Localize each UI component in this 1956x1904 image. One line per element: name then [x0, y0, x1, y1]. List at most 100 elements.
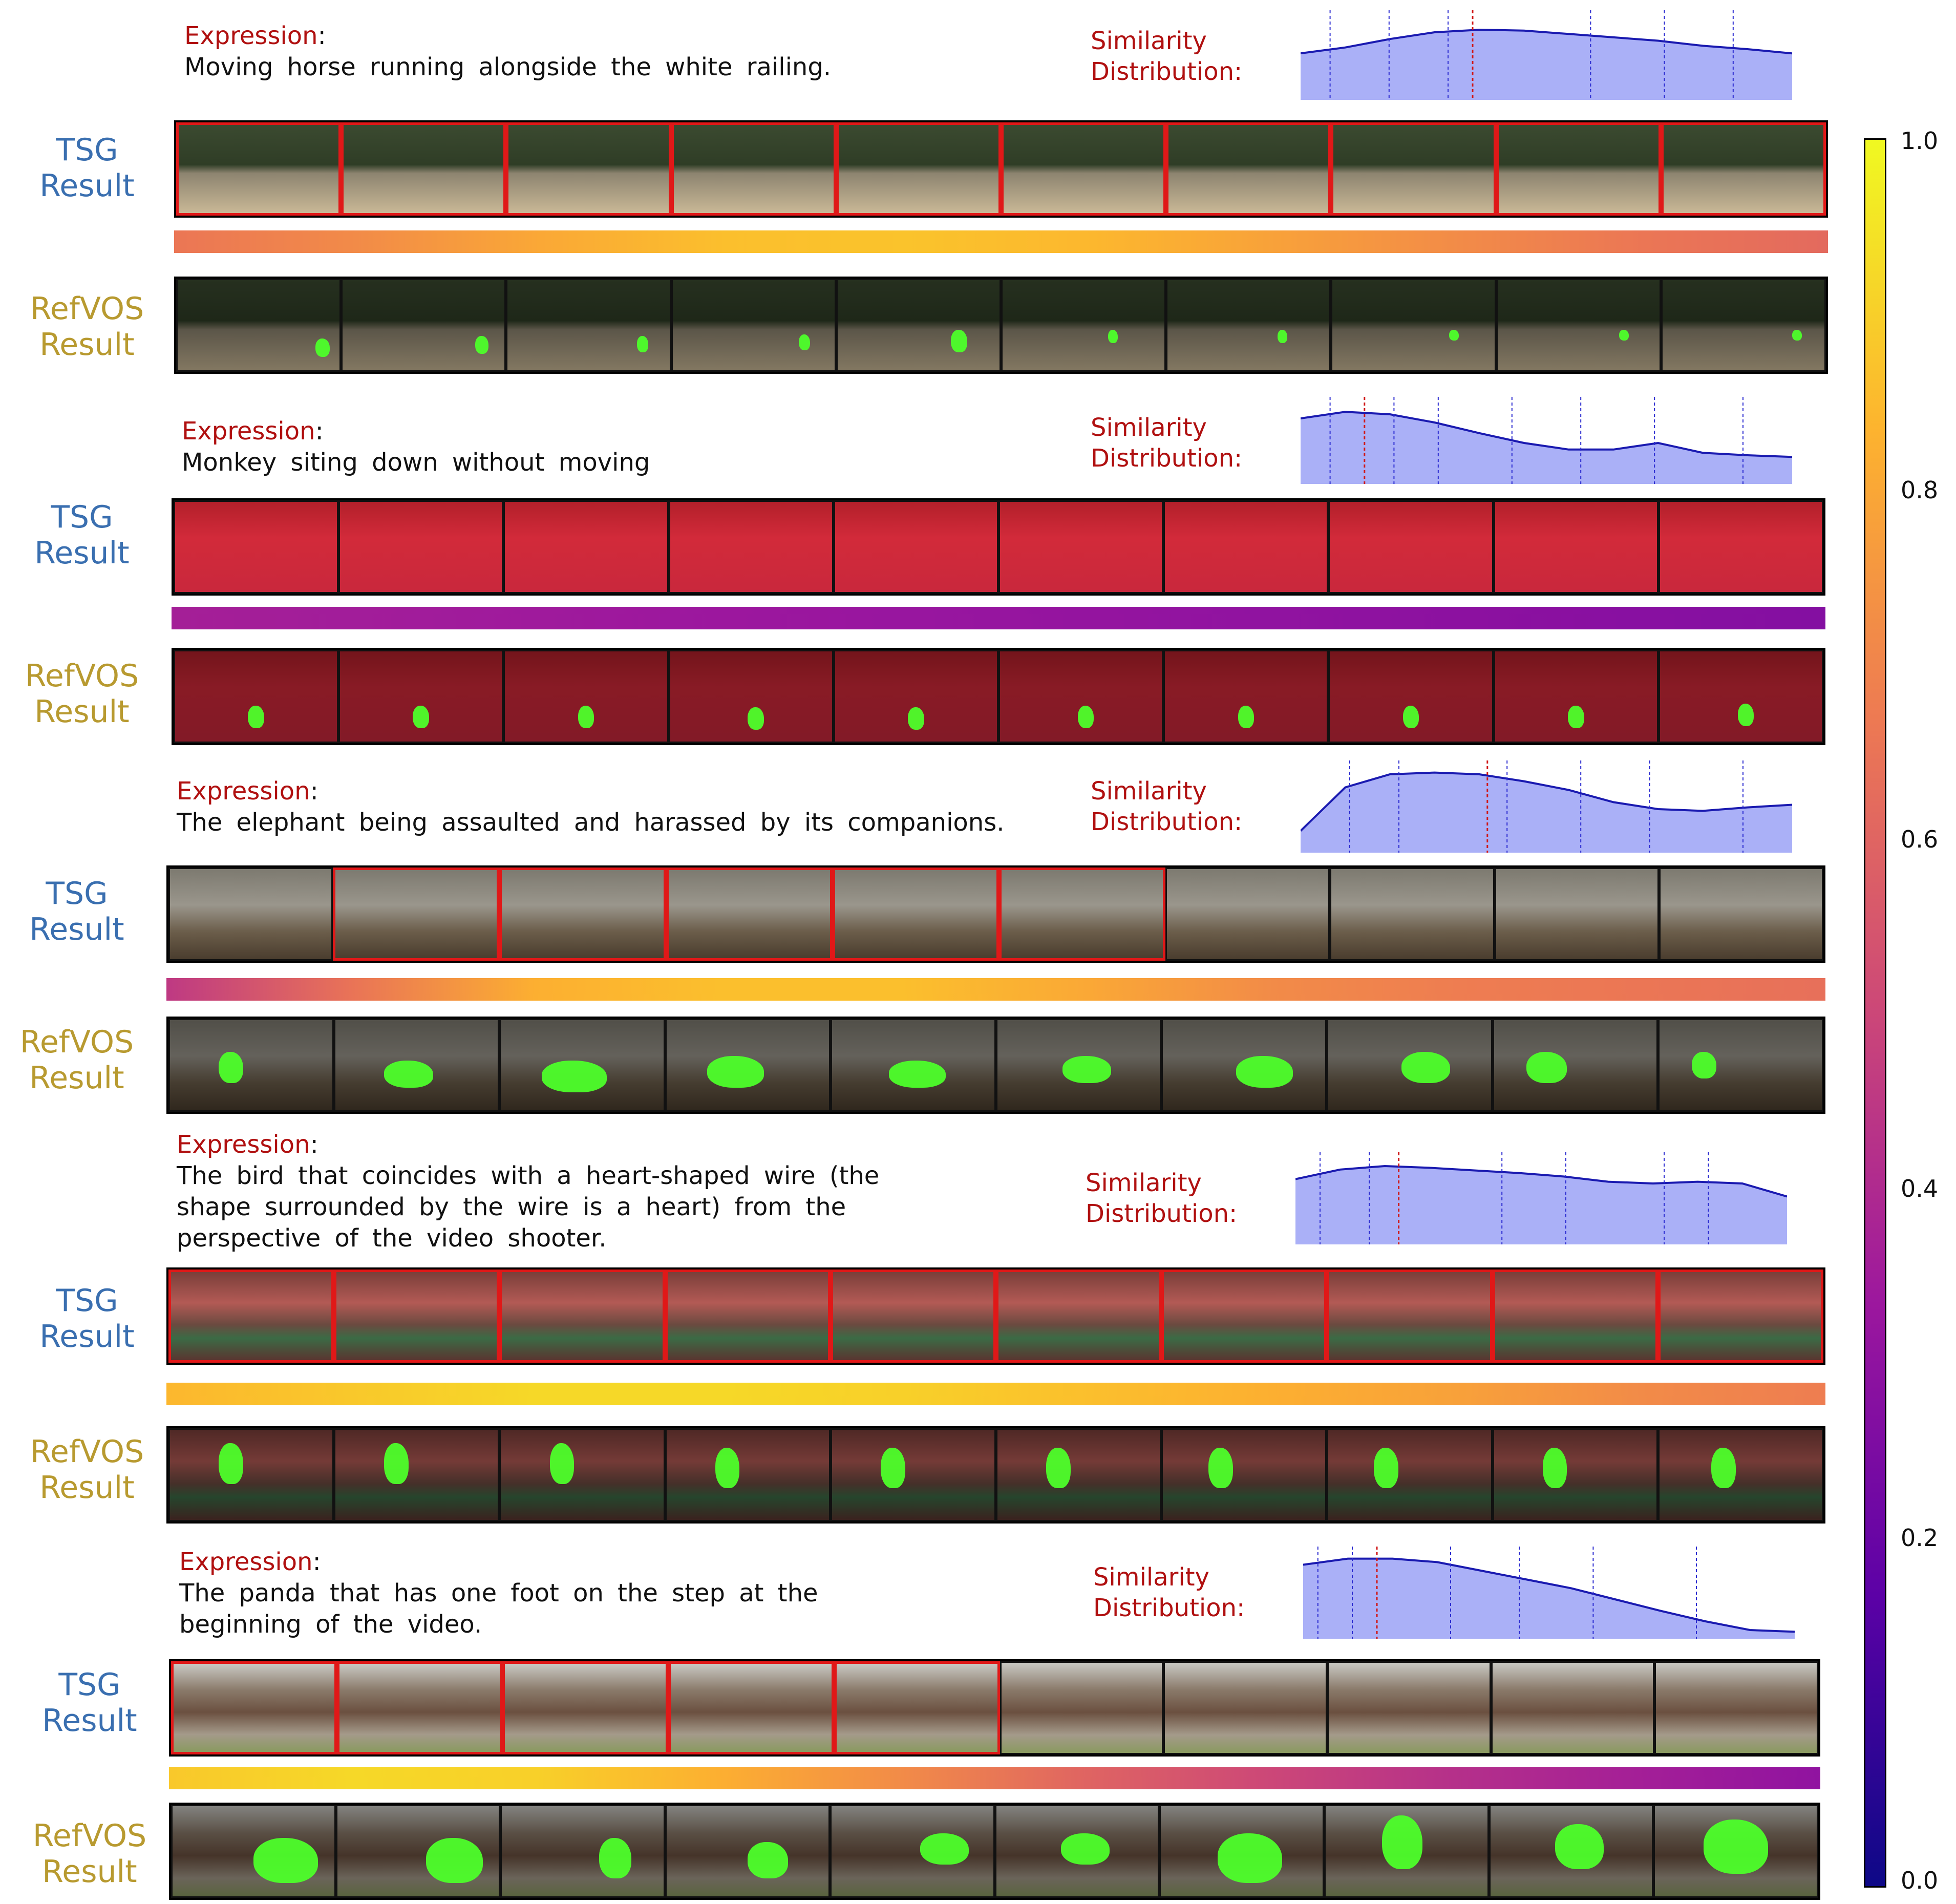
tsg-frame-strip — [169, 1659, 1820, 1757]
refvos-frame — [665, 1428, 831, 1521]
refvos-frame — [833, 650, 999, 743]
similarity-curve-plot — [1303, 1547, 1795, 1639]
tsg-frame-selected — [171, 1661, 337, 1754]
refvos-frame — [1331, 279, 1496, 372]
refvos-frame-strip — [166, 1017, 1825, 1114]
expression-heading: Expression: — [177, 776, 1004, 807]
similarity-line — [1303, 1557, 1795, 1633]
segmentation-mask — [908, 707, 924, 730]
segmentation-mask — [426, 1837, 483, 1883]
similarity-line — [1295, 1165, 1787, 1198]
refvos-frame-strip — [166, 1426, 1825, 1524]
tsg-result-label-line: TSG — [56, 1283, 118, 1319]
segmentation-mask — [413, 705, 430, 728]
refvos-result-label-line: Result — [39, 1470, 135, 1506]
segmentation-mask — [1062, 1056, 1112, 1084]
segmentation-mask — [315, 339, 330, 357]
expression-label: Expression — [179, 1548, 313, 1576]
refvos-frame — [499, 1428, 665, 1521]
segmentation-mask — [384, 1061, 433, 1088]
refvos-frame — [1657, 1019, 1824, 1112]
similarity-label: Similarity Distribution: — [1091, 412, 1242, 474]
refvos-frame — [996, 1019, 1162, 1112]
tsg-frame-selected — [341, 122, 506, 216]
similarity-heat-bar — [166, 978, 1825, 1001]
tsg-frame — [998, 500, 1164, 594]
refvos-frame — [830, 1805, 995, 1898]
segmentation-mask — [747, 1842, 788, 1878]
colorbar-tick-label: 0.8 — [1901, 476, 1939, 504]
tsg-frame-selected — [506, 122, 671, 216]
segmentation-mask — [715, 1448, 740, 1489]
similarity-curve-plot — [1301, 10, 1792, 100]
segmentation-mask — [1217, 1833, 1282, 1883]
refvos-frame-strip — [172, 648, 1825, 745]
tsg-result-label: TSG Result — [26, 1283, 148, 1355]
tsg-result-label-line: Result — [34, 535, 130, 571]
refvos-frame — [1653, 1805, 1819, 1898]
similarity-label-line: Similarity — [1091, 413, 1207, 442]
tsg-frame — [1328, 500, 1494, 594]
segmentation-mask — [1060, 1833, 1110, 1865]
refvos-result-label: RefVOS Result — [20, 658, 143, 730]
expression-label: Expression — [177, 1130, 310, 1159]
refvos-frame — [1161, 1428, 1327, 1521]
tsg-frame-selected — [836, 122, 1002, 216]
segmentation-mask — [1238, 705, 1255, 728]
refvos-result-label: RefVOS Result — [26, 1434, 148, 1506]
tsg-frame — [1491, 1661, 1655, 1754]
tsg-result-label: TSG Result — [15, 876, 138, 947]
similarity-label: Similarity Distribution: — [1091, 26, 1242, 87]
refvos-frame — [998, 650, 1164, 743]
similarity-line — [1301, 411, 1792, 458]
expression-block: Expression: The elephant being assaulted … — [177, 776, 1004, 838]
expression-text-line: Moving horse running alongside the white… — [184, 53, 832, 81]
tsg-result-label-line: TSG — [58, 1667, 121, 1703]
similarity-label-line: Distribution: — [1091, 57, 1243, 86]
tsg-result-label-line: TSG — [56, 132, 118, 168]
refvos-frame — [1001, 279, 1166, 372]
similarity-label-line: Distribution: — [1086, 1199, 1238, 1228]
tsg-frame-selected — [834, 1661, 1000, 1754]
tsg-frame-selected — [671, 122, 836, 216]
tsg-frame-selected — [1496, 122, 1661, 216]
segmentation-mask — [1737, 704, 1754, 727]
similarity-line — [1301, 771, 1792, 832]
refvos-frame — [341, 279, 506, 372]
segmentation-mask — [248, 705, 264, 728]
tsg-frame-selected — [1001, 122, 1166, 216]
tsg-frame — [174, 500, 339, 594]
similarity-curve-plot — [1301, 760, 1792, 853]
refvos-frame — [168, 1428, 334, 1521]
refvos-frame — [1493, 650, 1659, 743]
colorbar-gradient — [1864, 138, 1886, 1888]
similarity-area — [1301, 412, 1792, 484]
tsg-frame-selected — [334, 1270, 500, 1363]
colorbar-tick-label: 0.6 — [1901, 826, 1939, 853]
refvos-result-label: RefVOS Result — [15, 1024, 138, 1096]
tsg-frame-selected — [336, 1661, 503, 1754]
expression-heading: Expression: — [182, 416, 650, 447]
refvos-frame — [168, 1019, 334, 1112]
expression-text-line: shape surrounded by the wire is a heart)… — [177, 1193, 846, 1221]
tsg-result-label-line: Result — [39, 168, 135, 204]
tsg-result-label-line: TSG — [46, 876, 108, 912]
similarity-heat-bar — [169, 1767, 1820, 1789]
colorbar-tick-label: 1.0 — [1901, 127, 1939, 155]
tsg-frame-selected — [1492, 1270, 1658, 1363]
refvos-frame — [1327, 1019, 1493, 1112]
refvos-frame — [665, 1019, 831, 1112]
refvos-frame — [334, 1428, 500, 1521]
segmentation-mask — [1692, 1051, 1716, 1079]
similarity-heat-bar — [174, 230, 1828, 253]
tsg-result-label-line: Result — [29, 912, 124, 947]
tsg-frame-selected — [1166, 122, 1331, 216]
segmentation-mask — [219, 1443, 243, 1484]
similarity-label-line: Distribution: — [1093, 1594, 1245, 1622]
tsg-frame-selected — [333, 868, 500, 961]
tsg-result-label-line: Result — [42, 1703, 137, 1739]
refvos-frame-strip — [174, 277, 1828, 374]
refvos-frame — [1492, 1019, 1658, 1112]
tsg-frame — [668, 500, 834, 594]
expression-block: Expression: Monkey siting down without mo… — [182, 416, 650, 478]
